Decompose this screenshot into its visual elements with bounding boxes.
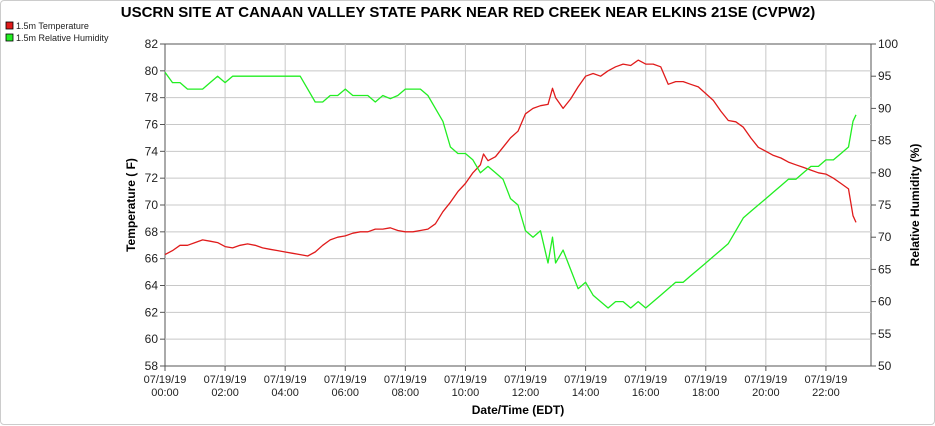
y-right-tick-label: 100: [878, 37, 898, 51]
x-tick-time-label: 08:00: [392, 387, 420, 399]
x-tick-time-label: 06:00: [331, 387, 359, 399]
x-tick-time-label: 12:00: [512, 387, 540, 399]
y-axis-right-ticks: 50 55 60 65 70 75 80 85 90 95 100: [871, 37, 898, 373]
y-left-tick-label: 60: [145, 332, 159, 346]
legend: 1.5m Temperature 1.5m Relative Humidity: [5, 21, 109, 43]
x-tick-date-label: 07/19/19: [324, 374, 367, 386]
y-axis-left-title: Temperature ( F): [124, 158, 138, 252]
x-tick-date-label: 07/19/19: [384, 374, 427, 386]
y-left-tick-label: 64: [145, 279, 159, 293]
y-axis-right-title: Relative Humidity (%): [908, 144, 922, 267]
x-tick-date-label: 07/19/19: [264, 374, 307, 386]
x-tick-date-label: 07/19/19: [204, 374, 247, 386]
x-tick-time-label: 02:00: [211, 387, 239, 399]
x-tick-time-label: 14:00: [572, 387, 600, 399]
y-right-tick-label: 60: [878, 295, 892, 309]
x-tick-time-label: 00:00: [151, 387, 179, 399]
x-axis-title: Date/Time (EDT): [472, 403, 564, 417]
x-tick-time-label: 20:00: [752, 387, 780, 399]
x-tick-time-label: 18:00: [692, 387, 720, 399]
x-tick-time-label: 16:00: [632, 387, 660, 399]
series-line-temperature: [164, 59, 857, 257]
y-left-tick-label: 66: [145, 252, 159, 266]
y-left-tick-label: 80: [145, 64, 159, 78]
y-right-tick-label: 75: [878, 198, 892, 212]
y-right-tick-label: 95: [878, 69, 892, 83]
y-left-tick-label: 72: [145, 171, 159, 185]
y-right-tick-label: 90: [878, 101, 892, 115]
x-tick-date-label: 07/19/19: [144, 374, 187, 386]
chart-title: USCRN SITE AT CANAAN VALLEY STATE PARK N…: [121, 4, 816, 21]
x-tick-date-label: 07/19/19: [684, 374, 727, 386]
x-tick-date-label: 07/19/19: [564, 374, 607, 386]
series-line-humidity: [164, 71, 857, 309]
legend-label: 1.5m Temperature: [16, 21, 89, 31]
y-right-tick-label: 70: [878, 230, 892, 244]
series-lines: [164, 59, 857, 309]
legend-swatch: [5, 21, 14, 30]
y-right-tick-label: 65: [878, 262, 892, 276]
y-left-tick-label: 82: [145, 37, 159, 51]
y-axis-left-ticks: 58 60 62 64 66 68 70 72 74 76 78 80 82: [145, 37, 165, 373]
x-tick-time-label: 22:00: [812, 387, 840, 399]
x-tick-date-label: 07/19/19: [744, 374, 787, 386]
x-tick-date-label: 07/19/19: [805, 374, 848, 386]
y-right-tick-label: 85: [878, 134, 892, 148]
x-tick-date-label: 07/19/19: [444, 374, 487, 386]
y-left-tick-label: 58: [145, 359, 159, 373]
x-tick-date-label: 07/19/19: [504, 374, 547, 386]
legend-swatch: [5, 33, 14, 42]
x-axis-ticks: 07/19/1900:0007/19/1902:0007/19/1904:000…: [144, 366, 848, 399]
grid: [164, 43, 872, 367]
y-right-tick-label: 50: [878, 359, 892, 373]
y-left-tick-label: 78: [145, 91, 159, 105]
y-left-tick-label: 74: [145, 144, 159, 158]
y-right-tick-label: 80: [878, 166, 892, 180]
y-right-tick-label: 55: [878, 327, 892, 341]
y-left-tick-label: 76: [145, 118, 159, 132]
y-left-tick-label: 70: [145, 198, 159, 212]
x-tick-date-label: 07/19/19: [624, 374, 667, 386]
y-left-tick-label: 62: [145, 305, 159, 319]
x-tick-time-label: 10:00: [452, 387, 480, 399]
legend-label: 1.5m Relative Humidity: [16, 33, 109, 43]
x-tick-time-label: 04:00: [271, 387, 299, 399]
y-left-tick-label: 68: [145, 225, 159, 239]
